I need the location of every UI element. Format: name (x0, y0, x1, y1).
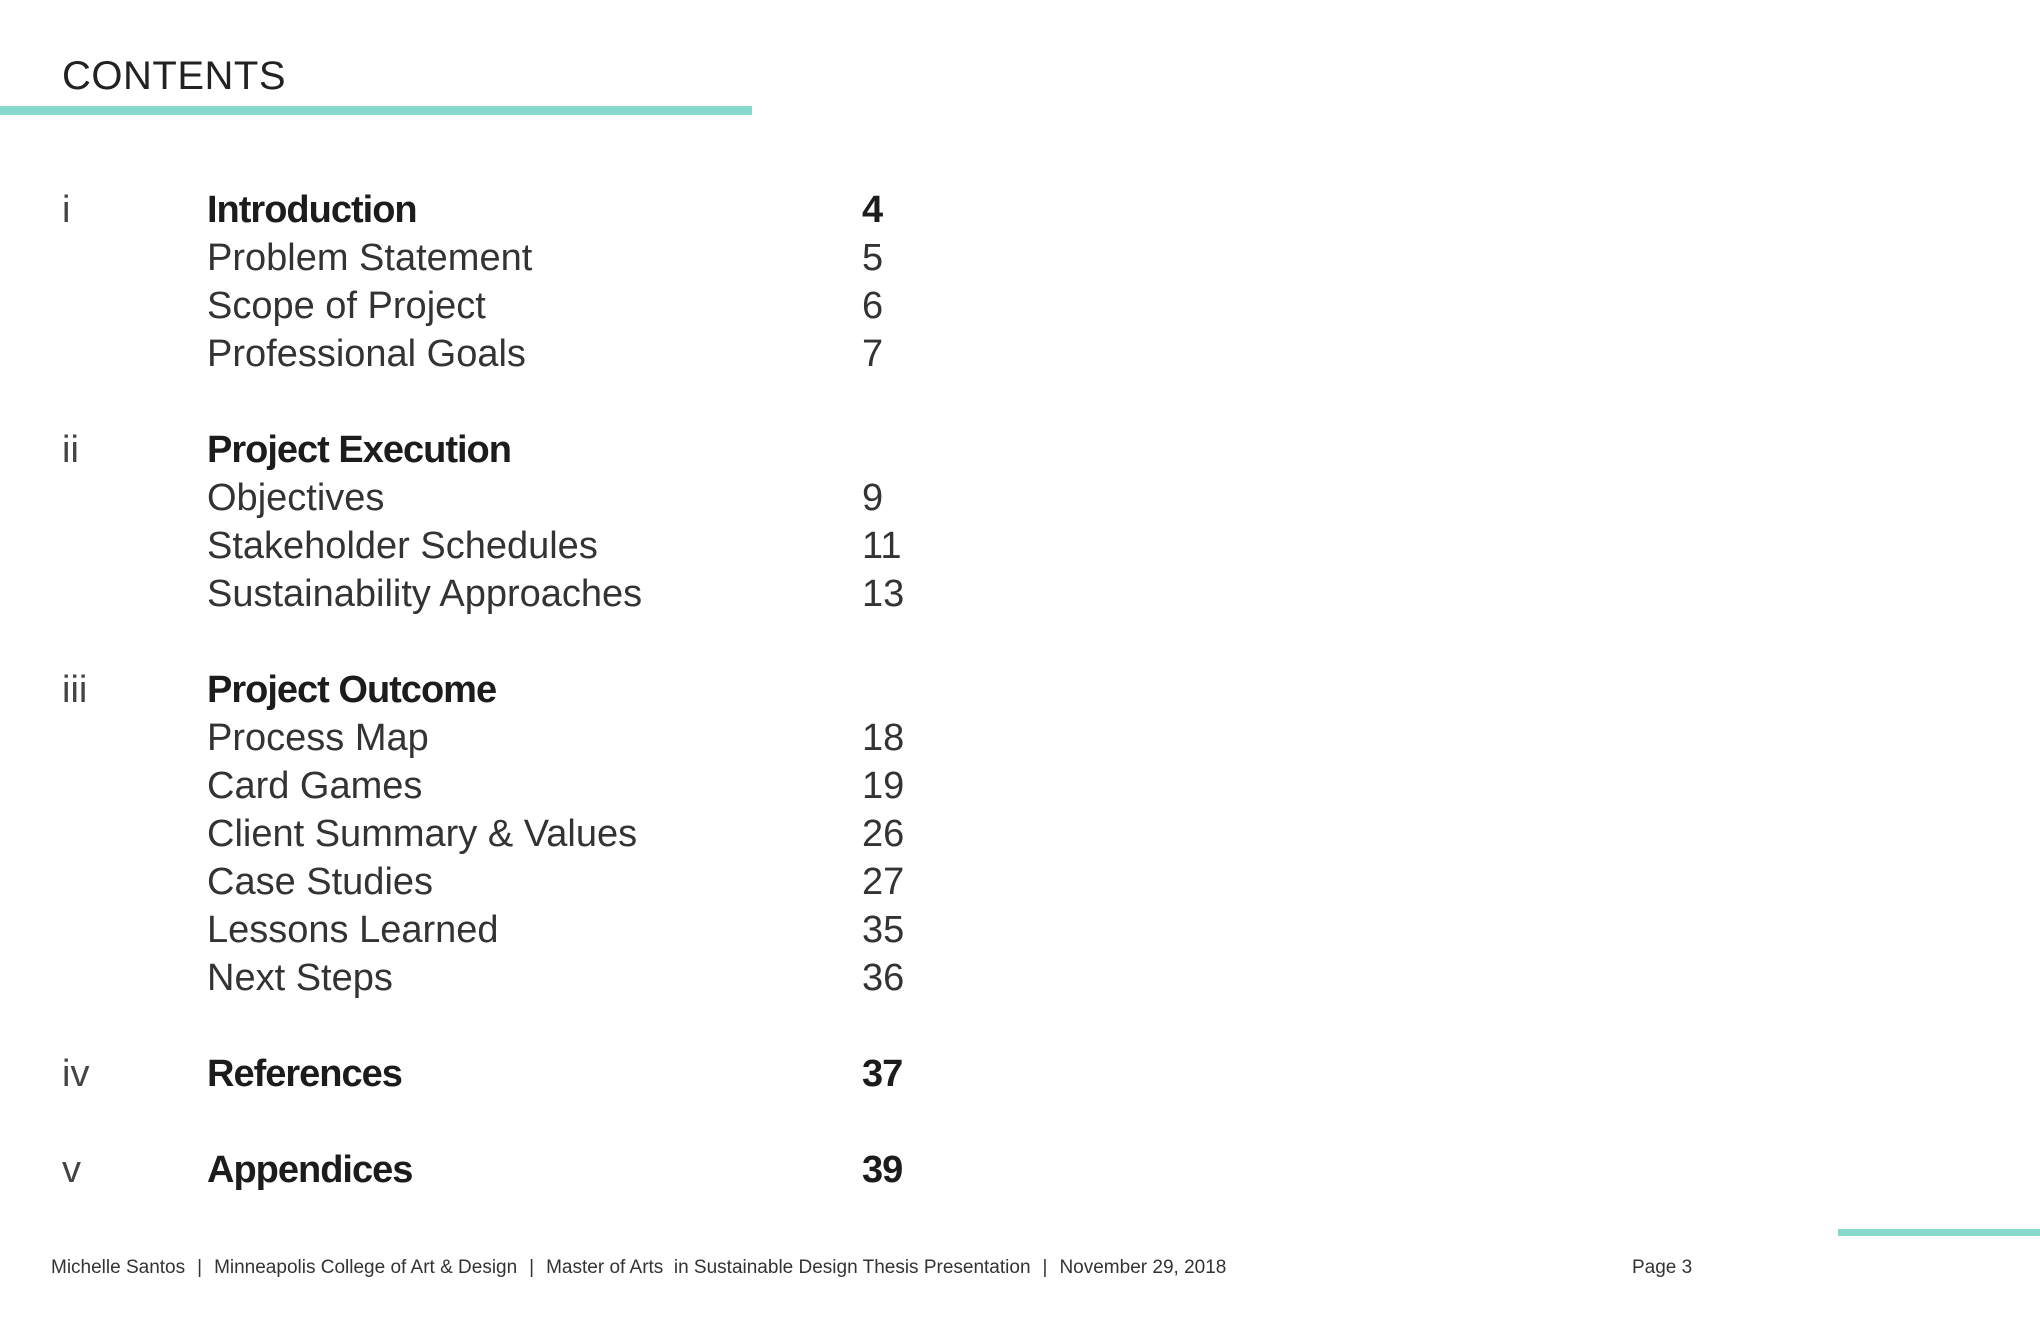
toc-item-page-number: 26 (862, 813, 905, 855)
toc-item-row[interactable]: Sustainability Approaches 13 (0, 570, 1000, 618)
section-spacer (0, 378, 1000, 426)
section-spacer (0, 1098, 1000, 1146)
toc-item-label: Scope of Project (207, 285, 486, 327)
toc-item-label: Objectives (207, 477, 385, 519)
toc-item-row[interactable]: Lessons Learned 35 (0, 906, 1000, 954)
section-title: Project Execution (207, 429, 512, 471)
section-page-number: 37 (862, 1053, 903, 1095)
toc-section-appendices: v Appendices 39 (0, 1146, 1000, 1194)
footer-accent-rule (1838, 1229, 2040, 1236)
page-title: CONTENTS (62, 54, 286, 98)
section-title: Project Outcome (207, 669, 497, 711)
table-of-contents: i Introduction 4 Problem Statement 5 Sco… (0, 186, 1000, 1194)
toc-heading-row[interactable]: iii Project Outcome (0, 666, 1000, 714)
toc-item-row[interactable]: Card Games 19 (0, 762, 1000, 810)
toc-heading-row[interactable]: iv References 37 (0, 1050, 1000, 1098)
toc-item-row[interactable]: Professional Goals 7 (0, 330, 1000, 378)
toc-item-page-number: 19 (862, 765, 905, 807)
toc-item-page-number: 18 (862, 717, 905, 759)
section-page-number: 39 (862, 1149, 903, 1191)
toc-item-label: Stakeholder Schedules (207, 525, 598, 567)
toc-item-label: Professional Goals (207, 333, 526, 375)
toc-item-label: Sustainability Approaches (207, 573, 643, 615)
toc-item-page-number: 13 (862, 573, 905, 615)
toc-item-label: Client Summary & Values (207, 813, 638, 855)
toc-item-page-number: 6 (862, 285, 884, 327)
section-numeral: i (62, 189, 71, 231)
section-title: References (207, 1053, 403, 1095)
toc-heading-row[interactable]: ii Project Execution (0, 426, 1000, 474)
toc-item-row[interactable]: Scope of Project 6 (0, 282, 1000, 330)
footer-program: Master of Arts in Sustainable Design The… (546, 1257, 1031, 1278)
section-title: Introduction (207, 189, 418, 231)
toc-item-page-number: 11 (862, 525, 902, 567)
toc-item-label: Process Map (207, 717, 429, 759)
footer-separator: | (529, 1257, 535, 1278)
toc-section-project-execution: ii Project Execution Objectives 9 Stakeh… (0, 426, 1000, 618)
toc-section-introduction: i Introduction 4 Problem Statement 5 Sco… (0, 186, 1000, 378)
toc-item-page-number: 5 (862, 237, 884, 279)
toc-item-page-number: 7 (862, 333, 884, 375)
toc-item-row[interactable]: Process Map 18 (0, 714, 1000, 762)
toc-item-page-number: 36 (862, 957, 905, 999)
toc-heading-row[interactable]: v Appendices 39 (0, 1146, 1000, 1194)
toc-item-label: Next Steps (207, 957, 393, 999)
section-page-number: 4 (862, 189, 883, 231)
section-numeral: v (62, 1149, 81, 1191)
toc-item-label: Case Studies (207, 861, 434, 903)
section-numeral: iii (62, 669, 88, 711)
footer-separator: | (1042, 1257, 1048, 1278)
title-underline (0, 106, 752, 115)
footer-date: November 29, 2018 (1059, 1257, 1227, 1278)
toc-item-row[interactable]: Problem Statement 5 (0, 234, 1000, 282)
toc-section-references: iv References 37 (0, 1050, 1000, 1098)
section-title: Appendices (207, 1149, 413, 1191)
toc-heading-row[interactable]: i Introduction 4 (0, 186, 1000, 234)
toc-section-project-outcome: iii Project Outcome Process Map 18 Card … (0, 666, 1000, 1002)
toc-item-row[interactable]: Client Summary & Values 26 (0, 810, 1000, 858)
toc-item-row[interactable]: Objectives 9 (0, 474, 1000, 522)
toc-item-row[interactable]: Case Studies 27 (0, 858, 1000, 906)
toc-item-row[interactable]: Stakeholder Schedules 11 (0, 522, 1000, 570)
footer-separator: | (197, 1257, 203, 1278)
page-number: Page 3 (1632, 1257, 1693, 1278)
footer: Michelle Santos | Minneapolis College of A… (51, 1256, 1226, 1280)
footer-institution: Minneapolis College of Art & Design (214, 1257, 518, 1278)
toc-item-label: Problem Statement (207, 237, 533, 279)
section-spacer (0, 618, 1000, 666)
toc-item-row[interactable]: Next Steps 36 (0, 954, 1000, 1002)
toc-item-page-number: 9 (862, 477, 884, 519)
section-numeral: ii (62, 429, 79, 471)
toc-item-page-number: 27 (862, 861, 905, 903)
footer-author: Michelle Santos (51, 1257, 186, 1278)
toc-item-label: Card Games (207, 765, 423, 807)
section-numeral: iv (62, 1053, 90, 1095)
toc-item-page-number: 35 (862, 909, 905, 951)
section-spacer (0, 1002, 1000, 1050)
toc-item-label: Lessons Learned (207, 909, 499, 951)
